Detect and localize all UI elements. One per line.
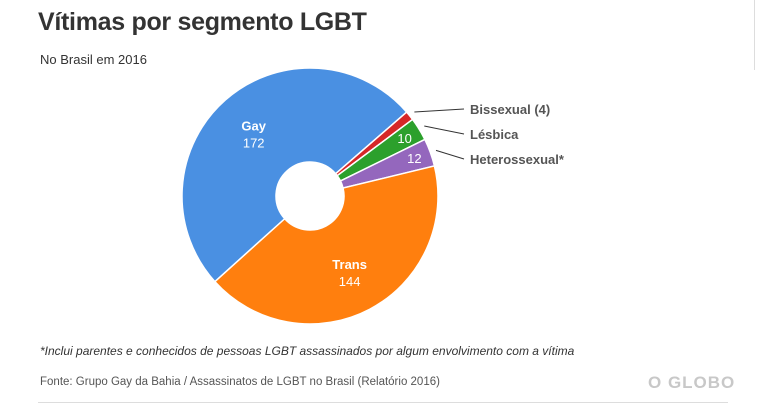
footnote: *Inclui parentes e conhecidos de pessoas… bbox=[40, 344, 575, 358]
leader-line bbox=[424, 125, 465, 135]
slice-label: Trans bbox=[332, 257, 367, 272]
chart-subtitle: No Brasil em 2016 bbox=[40, 52, 147, 67]
slice-gay[interactable] bbox=[181, 67, 408, 283]
chart-title: Vítimas por segmento LGBT bbox=[38, 8, 367, 36]
leader-line bbox=[414, 108, 465, 113]
source-text: Fonte: Grupo Gay da Bahia / Assassinatos… bbox=[40, 376, 440, 388]
divider bbox=[754, 0, 755, 70]
slice-label: Bissexual (4) bbox=[470, 102, 550, 117]
slice-value-label: 10 bbox=[397, 131, 411, 146]
leader-line bbox=[435, 149, 465, 160]
slice-label: Heterossexual* bbox=[470, 152, 565, 167]
bottom-divider bbox=[38, 402, 728, 403]
slice-value-label: 172 bbox=[243, 135, 265, 150]
slice-value-label: 12 bbox=[407, 151, 421, 166]
slice-value-label: 144 bbox=[339, 274, 361, 289]
slice-label: Lésbica bbox=[470, 127, 519, 142]
o-globo-logo: O GLOBO bbox=[648, 373, 736, 392]
slice-trans[interactable] bbox=[213, 165, 439, 325]
slice-label: Gay bbox=[241, 118, 266, 133]
